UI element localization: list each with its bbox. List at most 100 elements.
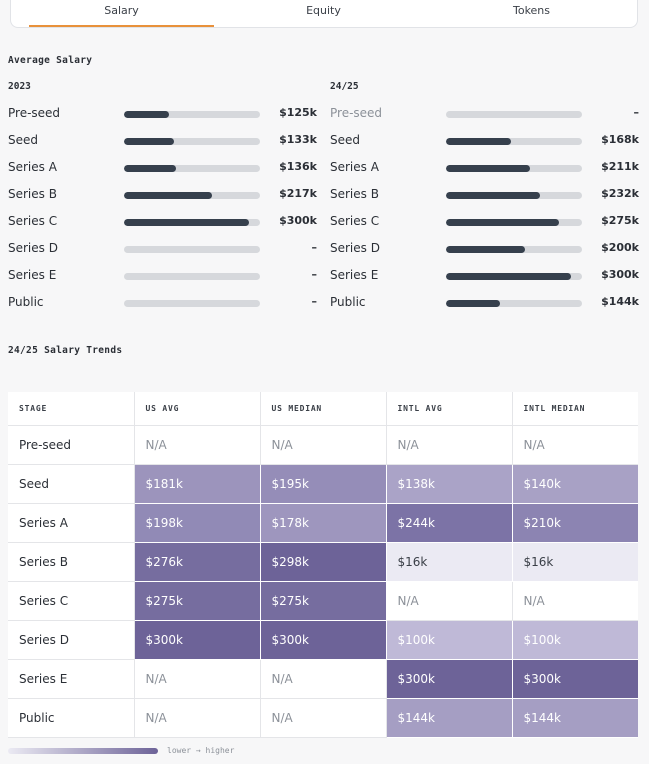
- salary-bar: [124, 273, 260, 280]
- salary-bar-fill: [446, 300, 501, 307]
- intl-avg-cell: $300k: [386, 659, 513, 699]
- salary-value: $275k: [601, 214, 639, 227]
- salary-row: Series E $300k: [330, 267, 640, 294]
- stage-label: Series A: [8, 160, 57, 174]
- table-row: Public N/A N/A $144k $144k: [8, 698, 638, 738]
- salary-value: –: [311, 268, 318, 281]
- intl-avg-cell: $144k: [386, 698, 513, 738]
- salary-bar-fill: [446, 138, 512, 145]
- table-row: Pre-seed N/A N/A N/A N/A: [8, 425, 638, 465]
- salary-value: $300k: [601, 268, 639, 281]
- salary-row: Series B $217k: [8, 186, 318, 213]
- salary-row: Series A $136k: [8, 159, 318, 186]
- header-us-median: US MEDIAN: [260, 392, 387, 426]
- stage-cell: Series E: [8, 659, 135, 699]
- header-intl-avg: INTL AVG: [386, 392, 513, 426]
- salary-trends-title: 24/25 Salary Trends: [8, 345, 123, 356]
- tab-equity[interactable]: Equity: [306, 4, 341, 17]
- header-us-avg: US AVG: [134, 392, 261, 426]
- stage-label: Seed: [8, 133, 38, 147]
- salary-row: Series B $232k: [330, 186, 640, 213]
- salary-value: $217k: [279, 187, 317, 200]
- salary-column-2023: Pre-seed $125k Seed $133k Series A $136k Serie…: [8, 105, 318, 321]
- salary-bar: [446, 138, 582, 145]
- intl-median-cell: $100k: [512, 620, 638, 660]
- salary-bar-fill: [446, 273, 572, 280]
- intl-median-cell: $144k: [512, 698, 638, 738]
- salary-bar: [124, 111, 260, 118]
- salary-bar-fill: [446, 219, 559, 226]
- stage-label: Series B: [8, 187, 57, 201]
- salary-trends-table: STAGE US AVG US MEDIAN INTL AVG INTL MED…: [8, 392, 638, 738]
- us-avg-cell: N/A: [134, 659, 261, 699]
- color-scale-legend: [8, 748, 158, 754]
- year-label-2023: 2023: [8, 81, 31, 92]
- table-row: Series C $275k $275k N/A N/A: [8, 581, 638, 621]
- us-avg-cell: $198k: [134, 503, 261, 543]
- us-median-cell: N/A: [260, 659, 387, 699]
- salary-bar: [446, 111, 582, 118]
- intl-avg-cell: N/A: [386, 581, 513, 621]
- salary-value: $136k: [279, 160, 317, 173]
- intl-avg-cell: $244k: [386, 503, 513, 543]
- intl-median-cell: $140k: [512, 464, 638, 504]
- us-median-cell: $195k: [260, 464, 387, 504]
- salary-bar-fill: [446, 165, 531, 172]
- salary-value: $211k: [601, 160, 639, 173]
- salary-bar: [124, 165, 260, 172]
- stage-cell: Series D: [8, 620, 135, 660]
- salary-row: Series D $200k: [330, 240, 640, 267]
- table-row: Series E N/A N/A $300k $300k: [8, 659, 638, 699]
- salary-value: –: [633, 106, 640, 119]
- stage-label: Series D: [8, 241, 58, 255]
- salary-bar: [446, 219, 582, 226]
- salary-value: $200k: [601, 241, 639, 254]
- salary-value: $125k: [279, 106, 317, 119]
- salary-value: $168k: [601, 133, 639, 146]
- stage-label: Public: [8, 295, 44, 309]
- us-avg-cell: $300k: [134, 620, 261, 660]
- salary-bar-fill: [124, 165, 176, 172]
- intl-avg-cell: $138k: [386, 464, 513, 504]
- intl-median-cell: N/A: [512, 581, 638, 621]
- intl-median-cell: $300k: [512, 659, 638, 699]
- salary-bar-fill: [124, 192, 213, 199]
- intl-median-cell: $210k: [512, 503, 638, 543]
- intl-avg-cell: $100k: [386, 620, 513, 660]
- legend-label: lower → higher: [167, 746, 235, 755]
- us-median-cell: $275k: [260, 581, 387, 621]
- salary-bar: [446, 192, 582, 199]
- salary-row: Seed $168k: [330, 132, 640, 159]
- salary-bar-fill: [446, 246, 525, 253]
- tab-salary[interactable]: Salary: [29, 0, 214, 27]
- salary-column-2425: Pre-seed – Seed $168k Series A $211k Series B $…: [330, 105, 640, 321]
- header-intl-median: INTL MEDIAN: [512, 392, 638, 426]
- stage-label: Series B: [330, 187, 379, 201]
- salary-row: Series E –: [8, 267, 318, 294]
- salary-row: Series D –: [8, 240, 318, 267]
- salary-value: $232k: [601, 187, 639, 200]
- salary-bar: [446, 165, 582, 172]
- salary-value: –: [311, 241, 318, 254]
- stage-cell: Public: [8, 698, 135, 738]
- stage-cell: Pre-seed: [8, 425, 135, 465]
- intl-median-cell: $16k: [512, 542, 638, 582]
- stage-label: Pre-seed: [330, 106, 383, 120]
- tab-tokens[interactable]: Tokens: [512, 4, 551, 17]
- header-stage: STAGE: [8, 392, 135, 426]
- salary-bar-fill: [124, 219, 250, 226]
- us-avg-cell: N/A: [134, 698, 261, 738]
- us-median-cell: N/A: [260, 698, 387, 738]
- salary-row: Pre-seed $125k: [8, 105, 318, 132]
- average-salary-title: Average Salary: [8, 55, 93, 66]
- stage-label: Series C: [8, 214, 58, 228]
- stage-label: Series E: [330, 268, 379, 282]
- tab-bar: Salary Equity Tokens: [10, 0, 638, 28]
- us-avg-cell: $276k: [134, 542, 261, 582]
- salary-bar-fill: [124, 111, 169, 118]
- salary-bar-fill: [446, 192, 540, 199]
- intl-avg-cell: $16k: [386, 542, 513, 582]
- salary-bar: [446, 300, 582, 307]
- stage-label: Public: [330, 295, 366, 309]
- salary-bar-fill: [124, 138, 175, 145]
